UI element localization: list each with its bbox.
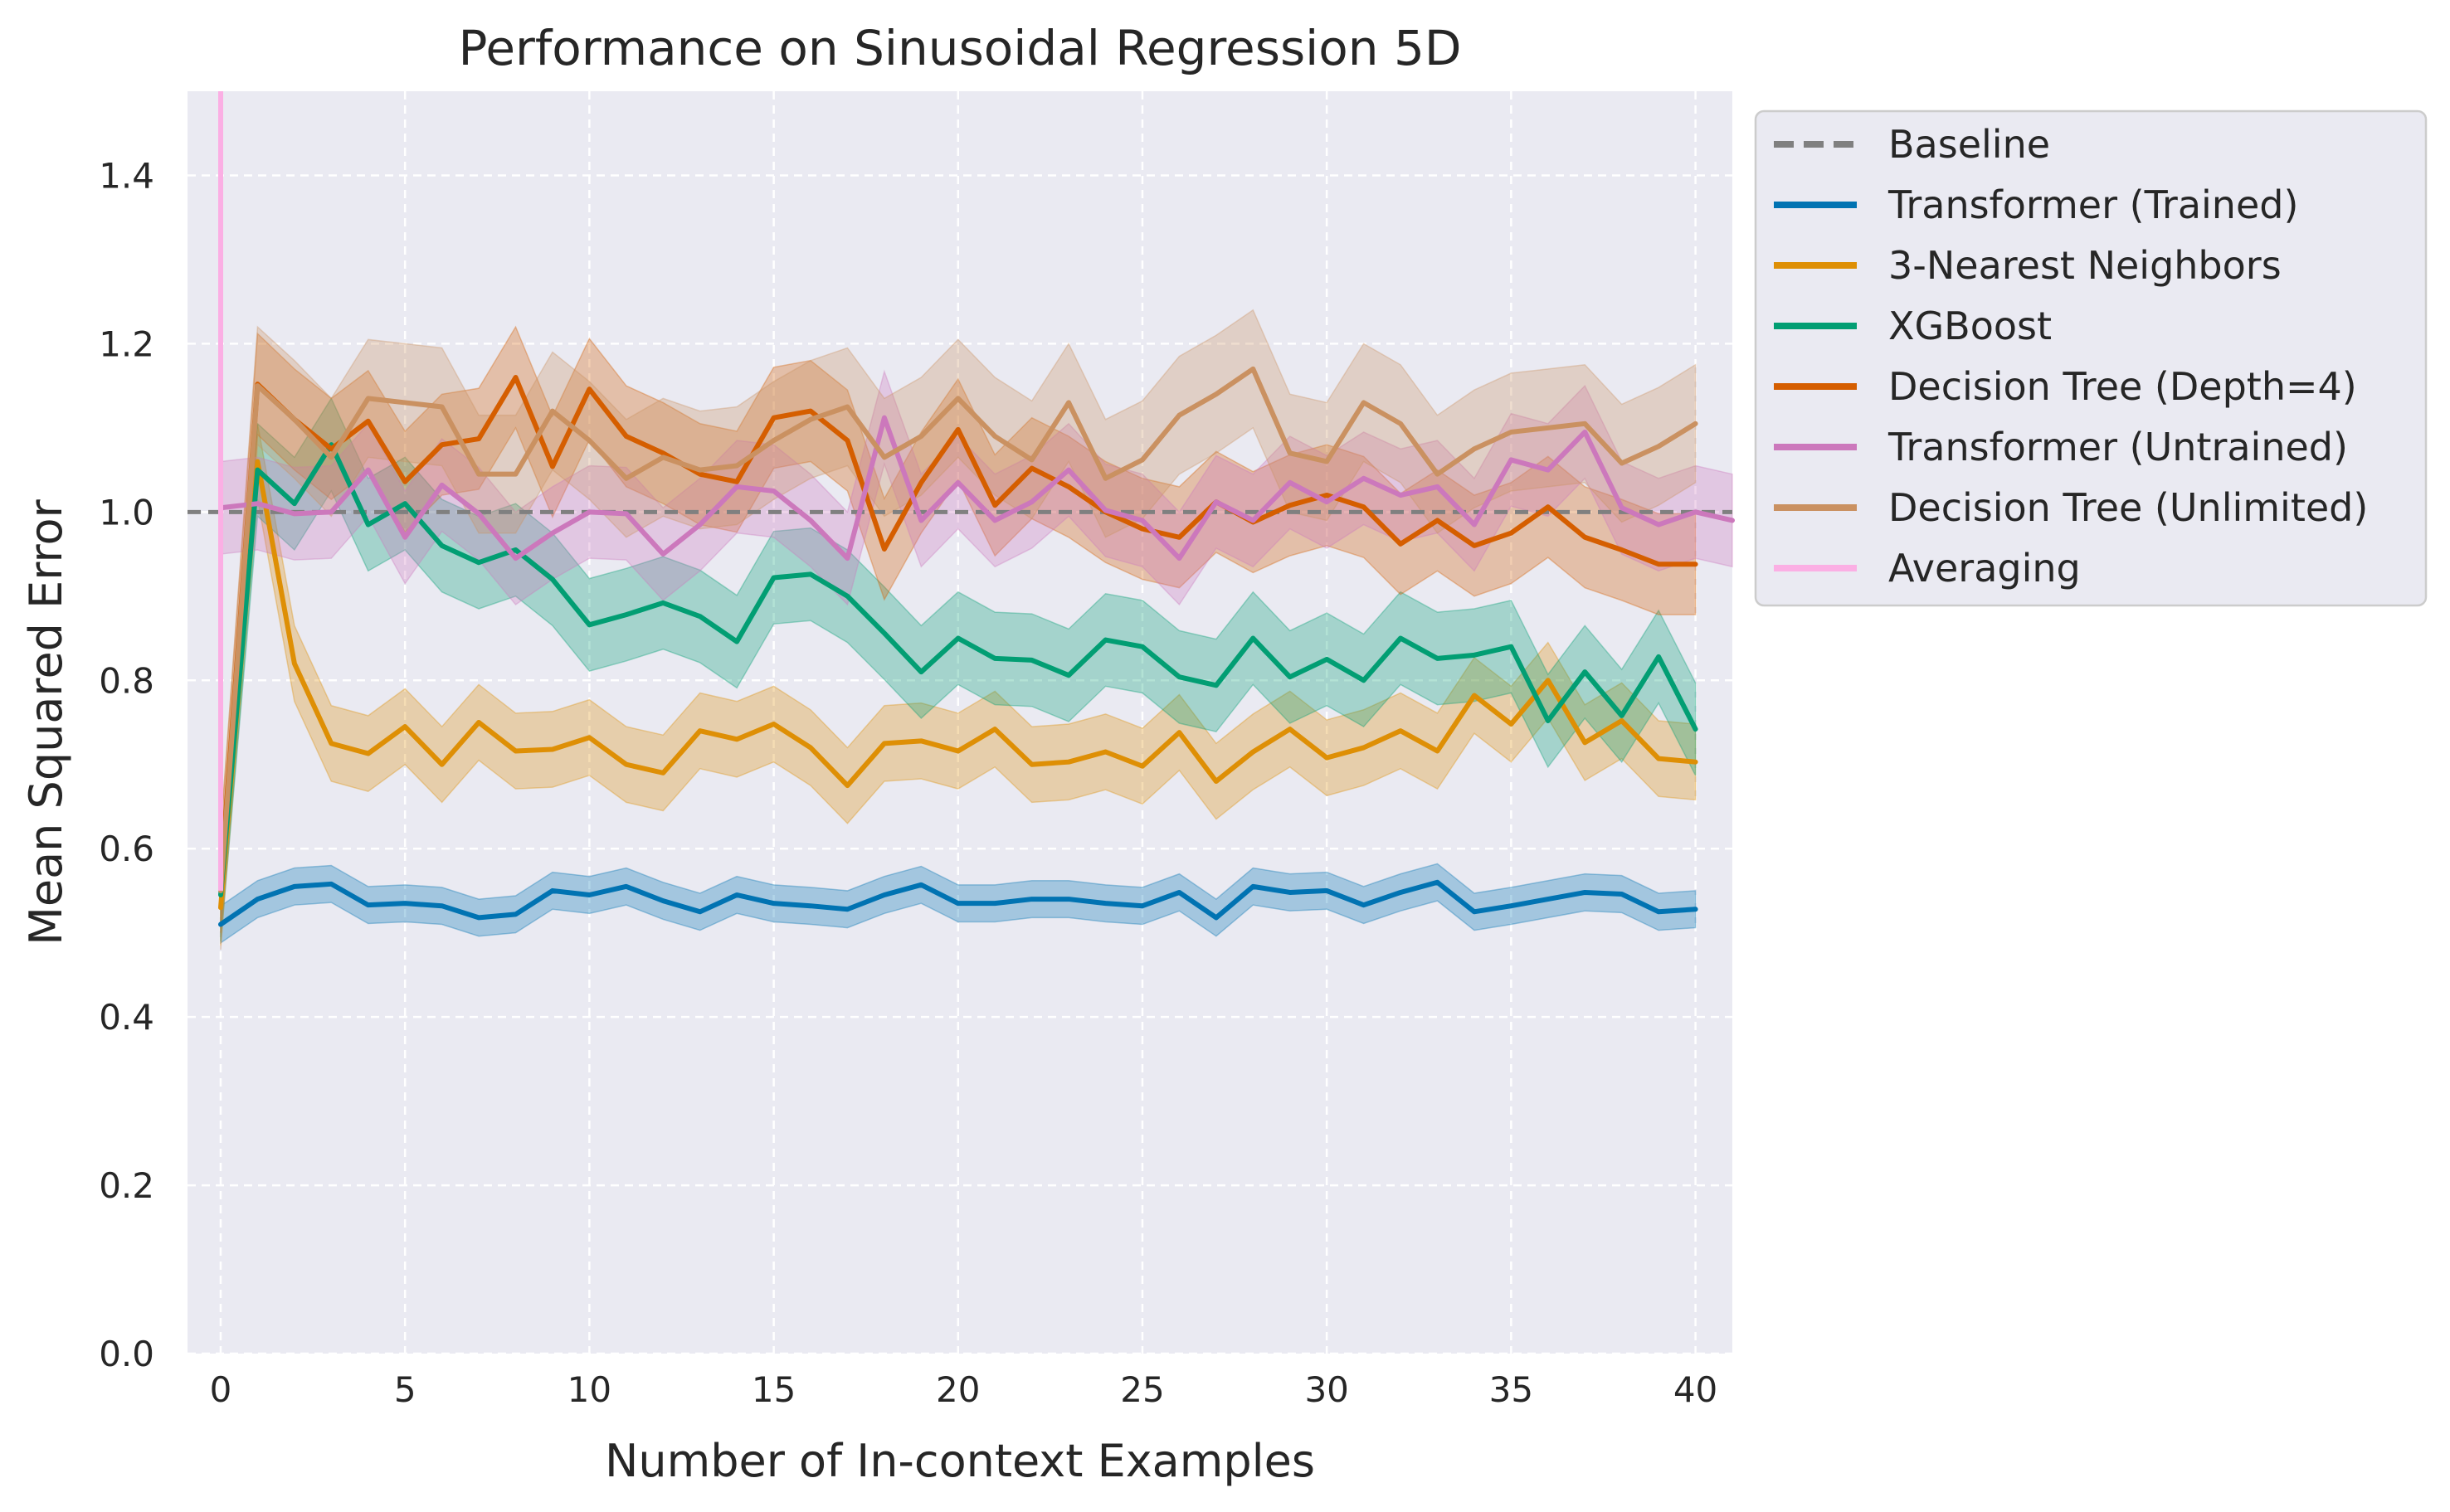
series-lines <box>217 91 1735 927</box>
plot-background <box>188 91 1732 1354</box>
series-line <box>217 374 1698 885</box>
legend-entries: Baseline Transformer (Trained) 3-Nearest N… <box>1774 122 2368 591</box>
legend-label: 3-Nearest Neighbors <box>1888 243 2282 288</box>
x-tick-label: 25 <box>1120 1369 1164 1410</box>
y-tick-label: 1.0 <box>99 492 154 532</box>
x-axis-label: Number of In-context Examples <box>605 1435 1315 1487</box>
x-tick-labels: 0 5 10 15 20 25 30 35 40 <box>210 1369 1718 1410</box>
y-tick-label: 0.6 <box>99 829 154 869</box>
x-tick-label: 35 <box>1489 1369 1533 1410</box>
y-tick-label: 1.2 <box>99 323 154 364</box>
x-tick-label: 10 <box>567 1369 611 1410</box>
series-line <box>217 442 1698 898</box>
legend-label: Baseline <box>1888 122 2050 167</box>
chart-title: Performance on Sinusoidal Regression 5D <box>458 20 1461 76</box>
y-axis-label: Mean Squared Error <box>20 498 72 945</box>
y-tick-label: 0.8 <box>99 660 154 701</box>
x-tick-label: 40 <box>1673 1369 1717 1410</box>
plot-area <box>188 91 1735 1355</box>
x-tick-label: 5 <box>394 1369 416 1410</box>
series-line <box>217 879 1698 927</box>
legend-label: XGBoost <box>1888 304 2052 348</box>
legend-label: Decision Tree (Unlimited) <box>1888 485 2368 530</box>
x-tick-label: 20 <box>936 1369 980 1410</box>
confidence-band <box>220 396 1697 941</box>
confidence-band <box>220 369 1733 606</box>
legend: Baseline Transformer (Trained) 3-Nearest N… <box>1754 109 2428 607</box>
y-tick-label: 1.4 <box>99 155 154 196</box>
confidence-band <box>220 325 1697 933</box>
confidence-band <box>220 423 1697 946</box>
legend-label: Averaging <box>1888 546 2081 591</box>
y-tick-label: 0.4 <box>99 997 154 1038</box>
x-tick-label: 30 <box>1304 1369 1348 1410</box>
y-tick-label: 0.0 <box>99 1334 154 1374</box>
legend-label: Transformer (Trained) <box>1887 182 2298 227</box>
series-line <box>217 366 1698 893</box>
series-line <box>217 415 1735 562</box>
legend-label: Transformer (Untrained) <box>1887 425 2348 469</box>
x-tick-label: 15 <box>752 1369 796 1410</box>
legend-label: Decision Tree (Depth=4) <box>1888 364 2357 409</box>
y-tick-labels: 0.0 0.2 0.4 0.6 0.8 1.0 1.2 1.4 <box>99 155 154 1374</box>
confidence-band <box>220 309 1697 950</box>
y-tick-label: 0.2 <box>99 1165 154 1206</box>
series-line <box>217 459 1698 911</box>
x-tick-label: 0 <box>210 1369 232 1410</box>
legend-box <box>1754 109 2428 607</box>
